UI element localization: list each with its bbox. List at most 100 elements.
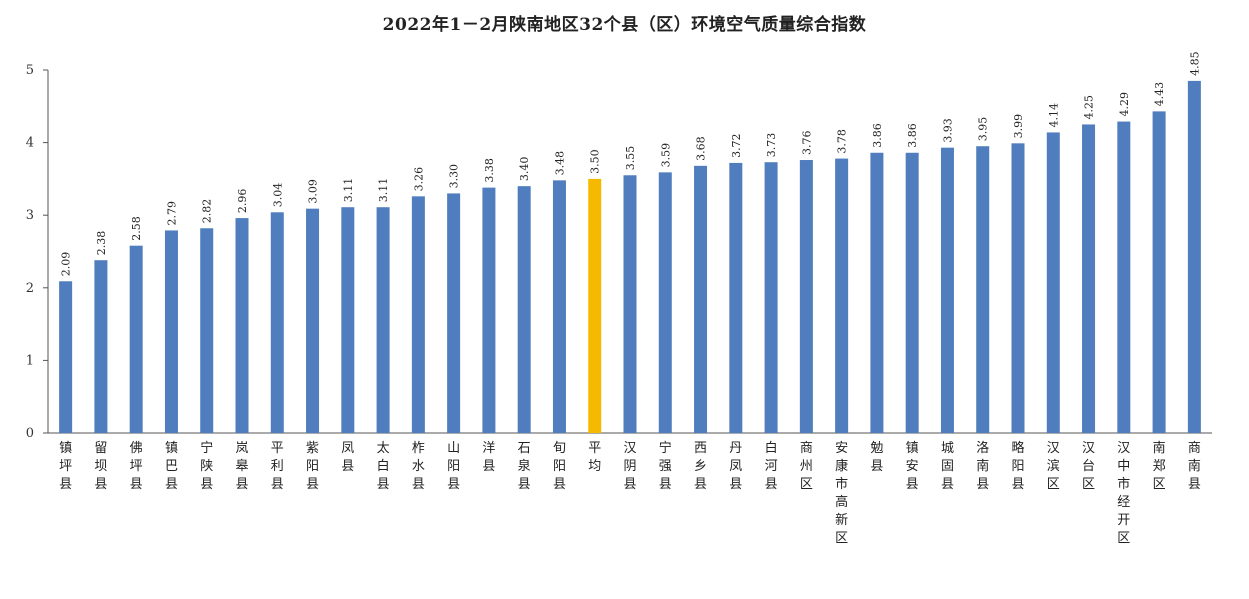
- category-label-16: 汉阴县: [623, 441, 636, 492]
- category-label-7: 紫阳县: [306, 441, 319, 492]
- category-label-27: 略阳县: [1011, 440, 1024, 492]
- data-label-30: 4.29: [1118, 92, 1131, 117]
- chart-bars: [59, 80, 1201, 434]
- data-label-5: 2.96: [236, 189, 249, 214]
- bar-10: [411, 196, 425, 433]
- category-label-3: 镇巴县: [165, 441, 178, 492]
- category-label-22: 安康市高新区: [835, 441, 848, 546]
- category-label-8: 凤县: [341, 441, 354, 474]
- bar-3: [164, 230, 178, 433]
- bar-30: [1117, 121, 1131, 434]
- data-label-10: 3.26: [412, 167, 425, 192]
- data-label-19: 3.72: [730, 133, 743, 158]
- category-label-20: 白河县: [765, 440, 778, 492]
- bar-24: [905, 152, 919, 433]
- category-label-18: 西乡县: [694, 441, 707, 492]
- data-label-7: 3.09: [307, 179, 320, 204]
- data-label-21: 3.76: [800, 131, 813, 156]
- category-label-11: 山阳县: [447, 441, 460, 492]
- data-label-11: 3.30: [448, 164, 461, 189]
- category-label-25: 城固县: [941, 441, 954, 492]
- bar-26: [976, 146, 990, 434]
- data-label-9: 3.11: [377, 178, 390, 203]
- data-label-14: 3.48: [553, 151, 566, 176]
- category-label-13: 石泉县: [518, 441, 531, 492]
- category-label-14: 旬阳县: [553, 441, 566, 492]
- chart-data-labels: 2.09 2.38 2.58 2.79 2.82 2.96 3.04 3.09 3.11 3.11…: [60, 51, 1202, 276]
- data-label-16: 3.55: [624, 146, 637, 171]
- bar-6: [270, 212, 284, 433]
- bar-5: [235, 218, 249, 433]
- data-label-0: 2.09: [60, 252, 73, 277]
- bar-28: [1046, 132, 1060, 433]
- data-label-13: 3.40: [518, 157, 531, 182]
- data-label-8: 3.11: [342, 178, 355, 203]
- bar-0: [59, 281, 73, 433]
- data-label-2: 2.58: [130, 216, 143, 241]
- bar-8: [341, 207, 355, 433]
- data-label-18: 3.68: [695, 136, 708, 161]
- bar-21: [799, 160, 813, 434]
- category-label-15: 平均: [588, 441, 601, 474]
- category-label-29: 汉台区: [1082, 441, 1095, 492]
- bar-16: [623, 175, 637, 433]
- chart-category-labels: 镇坪县 留坝县 佛坪县 镇巴县 宁陕县 岚皋县 平利县 紫阳县 凤县 太白县 柞水县 山阳县 洋县 石泉县…: [59, 440, 1201, 546]
- data-label-17: 3.59: [659, 143, 672, 168]
- bar-4: [200, 228, 214, 433]
- category-label-10: 柞水县: [412, 441, 425, 492]
- data-label-24: 3.86: [906, 123, 919, 148]
- y-tick-label: 4: [26, 136, 34, 151]
- category-label-2: 佛坪县: [130, 441, 143, 492]
- y-tick-label: 2: [26, 281, 34, 296]
- bar-23: [870, 152, 884, 433]
- data-label-15: 3.50: [589, 149, 602, 174]
- chart-title: 2022年1－2月陕南地区32个县（区）环境空气质量综合指数: [382, 15, 867, 35]
- bar-18: [694, 165, 708, 433]
- category-label-30: 汉中市经开区: [1117, 441, 1130, 546]
- bar-11: [447, 193, 461, 433]
- bar-20: [764, 162, 778, 433]
- y-tick-label: 0: [26, 426, 34, 441]
- bar-15: [588, 178, 602, 433]
- bar-31: [1152, 111, 1166, 433]
- bar-9: [376, 207, 390, 433]
- category-label-23: 勉县: [870, 441, 883, 474]
- category-label-26: 洛南县: [976, 441, 989, 492]
- bar-2: [129, 245, 143, 433]
- category-label-9: 太白县: [377, 441, 390, 492]
- category-label-1: 留坝县: [94, 441, 107, 492]
- data-label-3: 2.79: [165, 201, 178, 226]
- y-tick-label: 3: [26, 208, 34, 223]
- data-label-12: 3.38: [483, 158, 496, 182]
- data-label-22: 3.78: [836, 129, 849, 154]
- bar-14: [552, 180, 566, 433]
- bar-25: [940, 147, 954, 433]
- y-tick-label: 1: [26, 353, 34, 368]
- data-label-23: 3.86: [871, 123, 884, 148]
- data-label-26: 3.95: [977, 117, 990, 142]
- data-label-27: 3.99: [1012, 114, 1025, 139]
- data-label-32: 4.85: [1188, 51, 1201, 76]
- data-label-25: 3.93: [941, 118, 954, 143]
- category-label-19: 丹凤县: [729, 441, 742, 492]
- data-label-20: 3.73: [765, 133, 778, 158]
- bar-27: [1011, 143, 1025, 434]
- category-label-6: 平利县: [271, 441, 284, 492]
- category-label-12: 洋县: [482, 441, 495, 474]
- category-label-31: 南郑区: [1153, 440, 1166, 492]
- category-label-21: 商州区: [800, 441, 813, 492]
- category-label-17: 宁强县: [659, 440, 672, 492]
- y-tick-label: 5: [26, 63, 34, 78]
- bar-17: [658, 172, 672, 433]
- bar-32: [1187, 80, 1201, 433]
- category-label-32: 商南县: [1188, 441, 1201, 492]
- data-label-4: 2.82: [201, 199, 214, 224]
- bar-12: [482, 187, 496, 433]
- bar-29: [1082, 124, 1096, 433]
- data-label-1: 2.38: [95, 231, 108, 256]
- bar-7: [306, 208, 320, 433]
- data-label-6: 3.04: [271, 183, 284, 208]
- bar-1: [94, 260, 108, 433]
- category-label-0: 镇坪县: [59, 441, 72, 492]
- category-label-4: 宁陕县: [200, 440, 213, 492]
